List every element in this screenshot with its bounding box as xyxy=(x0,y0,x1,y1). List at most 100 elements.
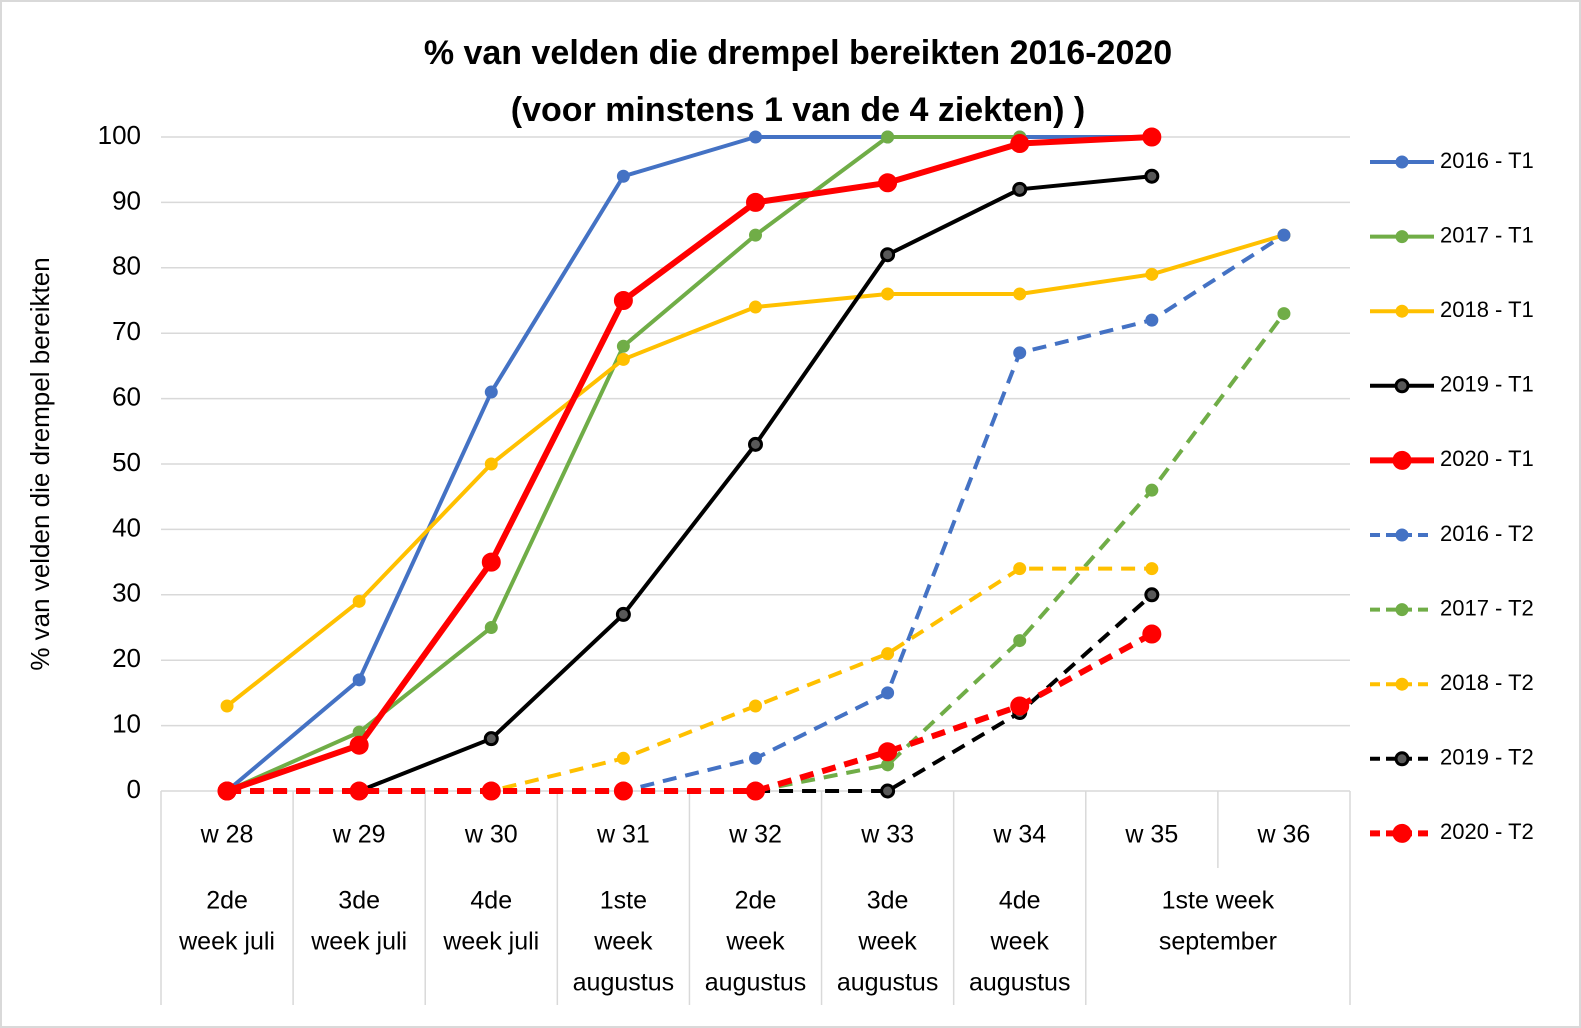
chart-title: (voor minstens 1 van de 4 ziekten) ) xyxy=(511,91,1085,129)
group-label: 1ste xyxy=(600,887,647,915)
x-tick-label: w 34 xyxy=(992,821,1046,849)
group-label: week xyxy=(857,928,917,956)
group-label: week juli xyxy=(178,928,275,956)
data-point xyxy=(881,686,895,700)
data-point xyxy=(1145,313,1159,327)
legend-marker xyxy=(1395,304,1409,318)
data-point xyxy=(484,457,498,471)
x-tick-label: w 31 xyxy=(596,821,650,849)
data-point xyxy=(613,781,633,801)
x-tick-label: w 29 xyxy=(332,821,386,849)
y-tick-label: 30 xyxy=(112,578,141,608)
group-label: week xyxy=(593,928,653,956)
data-point xyxy=(1012,181,1028,197)
legend-marker xyxy=(1395,603,1409,617)
data-point xyxy=(881,130,895,144)
legend-marker xyxy=(1395,677,1409,691)
legend-label: 2020 - T1 xyxy=(1440,446,1534,471)
legend-marker xyxy=(1395,528,1409,542)
data-point xyxy=(1013,634,1027,648)
group-label: 4de xyxy=(999,887,1041,915)
y-tick-label: 10 xyxy=(112,708,141,738)
data-point xyxy=(748,436,763,452)
data-point xyxy=(749,751,762,765)
y-tick-label: 60 xyxy=(112,381,141,411)
data-point xyxy=(613,291,633,310)
data-point xyxy=(1013,562,1027,576)
data-point xyxy=(1013,346,1027,360)
data-point xyxy=(1277,228,1291,242)
data-point xyxy=(217,781,237,801)
data-point xyxy=(1145,483,1159,497)
data-point xyxy=(616,169,630,183)
x-tick-label: w 33 xyxy=(860,821,914,849)
data-point xyxy=(1010,134,1030,154)
series-line xyxy=(227,566,1152,793)
data-point xyxy=(352,594,366,608)
legend-marker xyxy=(1394,378,1410,394)
group-label: 4de xyxy=(470,887,512,915)
data-point xyxy=(1277,307,1291,321)
data-point xyxy=(483,731,499,747)
y-tick-label: 20 xyxy=(112,643,141,673)
data-point xyxy=(878,173,898,193)
legend-marker xyxy=(1394,751,1410,767)
data-point xyxy=(1142,127,1162,147)
legend-marker xyxy=(1392,823,1412,843)
group-label: september xyxy=(1159,928,1277,956)
group-label: augustus xyxy=(837,969,938,997)
legend-marker xyxy=(1395,230,1409,244)
x-tick-label: w 36 xyxy=(1257,821,1311,849)
x-tick-label: w 32 xyxy=(728,821,782,849)
legend-label: 2018 - T1 xyxy=(1440,297,1534,322)
data-point xyxy=(881,647,895,661)
data-point xyxy=(1013,287,1027,301)
group-label: 1ste week xyxy=(1162,887,1275,915)
data-point xyxy=(1145,267,1159,281)
data-point xyxy=(749,130,762,144)
y-tick-label: 40 xyxy=(112,512,141,542)
group-label: 2de xyxy=(206,887,248,915)
data-point xyxy=(481,781,501,801)
group-label: 2de xyxy=(735,887,777,915)
data-point xyxy=(484,621,498,634)
legend-label: 2016 - T1 xyxy=(1440,148,1534,173)
data-point xyxy=(1144,168,1160,184)
data-point xyxy=(615,606,631,622)
series-line xyxy=(227,631,1154,794)
y-tick-label: 100 xyxy=(98,120,141,150)
legend-label: 2019 - T2 xyxy=(1440,745,1534,770)
legend-label: 2019 - T1 xyxy=(1440,372,1534,397)
data-point xyxy=(349,735,369,755)
group-label: augustus xyxy=(705,969,806,997)
data-point xyxy=(1142,624,1162,644)
data-point xyxy=(1145,562,1159,576)
chart-title: % van velden die drempel bereikten 2016-… xyxy=(424,34,1172,72)
data-point xyxy=(880,247,896,263)
data-point xyxy=(352,673,366,687)
group-label: week xyxy=(990,928,1050,956)
group-label: augustus xyxy=(573,969,674,997)
data-point xyxy=(616,339,630,353)
data-point xyxy=(880,783,896,799)
data-point xyxy=(616,751,630,765)
group-label: augustus xyxy=(969,969,1070,997)
y-tick-label: 0 xyxy=(127,774,141,804)
group-label: week xyxy=(725,928,785,956)
data-point xyxy=(484,385,498,399)
data-point xyxy=(749,300,762,314)
data-point xyxy=(749,699,762,713)
group-label: 3de xyxy=(867,887,909,915)
data-point xyxy=(220,699,234,713)
y-tick-label: 80 xyxy=(112,251,141,281)
data-point xyxy=(349,781,369,801)
legend-marker xyxy=(1392,450,1412,470)
y-tick-label: 90 xyxy=(112,185,141,215)
data-point xyxy=(746,781,765,801)
y-tick-label: 70 xyxy=(112,316,141,346)
group-label: 3de xyxy=(338,887,380,915)
legend-marker xyxy=(1395,155,1409,169)
data-point xyxy=(878,742,898,762)
